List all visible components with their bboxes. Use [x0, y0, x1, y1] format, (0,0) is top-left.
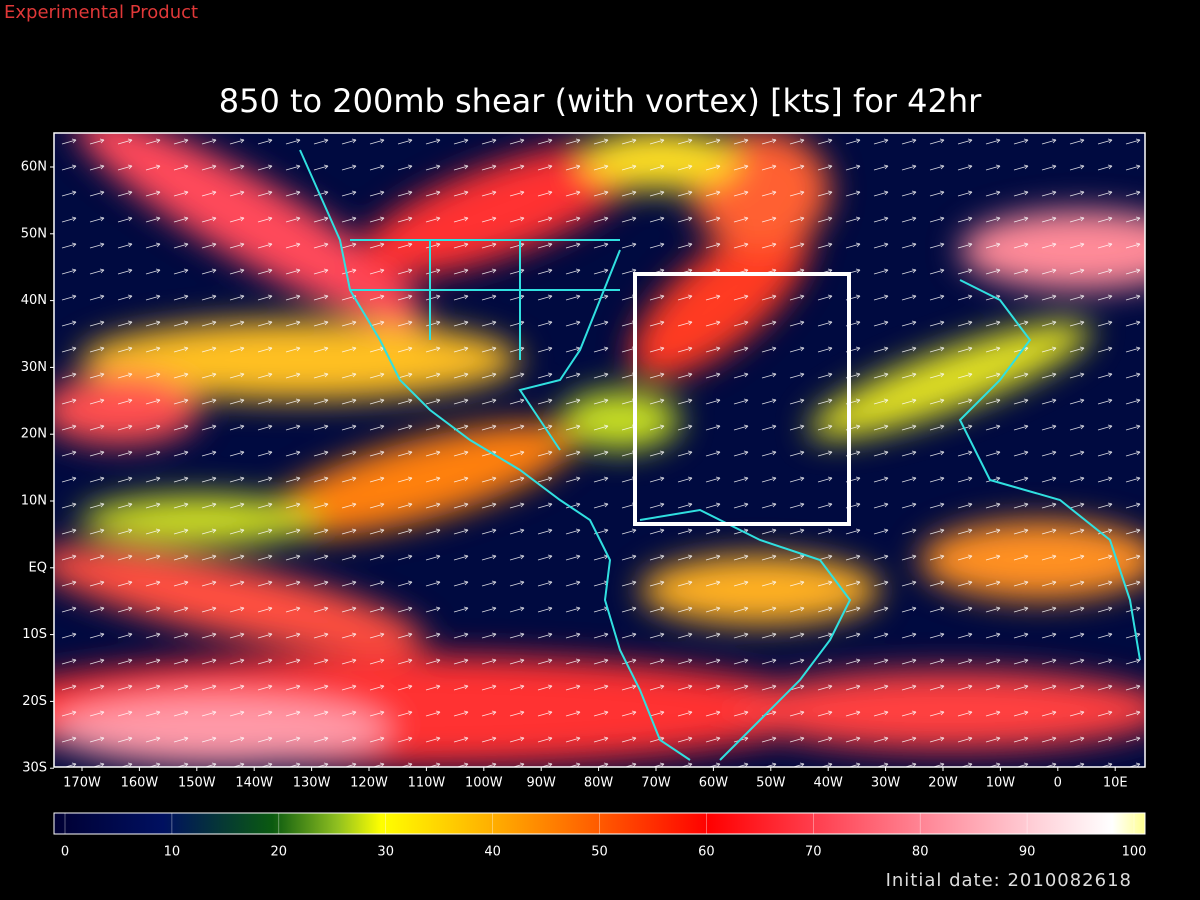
- lon-label: 160W: [121, 776, 159, 791]
- lon-label: 140W: [235, 776, 273, 791]
- highlight-box: [633, 272, 851, 526]
- lat-label: 10N: [21, 494, 47, 509]
- lat-label: 20S: [22, 694, 47, 709]
- lon-label: 120W: [350, 776, 388, 791]
- colorbar-tick-label: 0: [61, 845, 69, 860]
- lon-label: 130W: [293, 776, 331, 791]
- colorbar-tick-label: 10: [164, 845, 181, 860]
- colorbar-tick-label: 90: [1019, 845, 1036, 860]
- map-field: [54, 133, 1145, 767]
- map-title: 850 to 200mb shear (with vortex) [kts] f…: [219, 82, 982, 120]
- colorbar-tick-label: 30: [377, 845, 394, 860]
- product-note: Experimental Product: [4, 2, 198, 23]
- lon-label: 50W: [756, 776, 786, 791]
- coastlines: [299, 149, 1141, 761]
- lat-label: 10S: [22, 627, 47, 642]
- colorbar-tick-label: 80: [912, 845, 929, 860]
- colorbar-tick-label: 50: [591, 845, 608, 860]
- lon-label: 170W: [63, 776, 101, 791]
- initial-date: Initial date: 2010082618: [886, 870, 1132, 891]
- lon-label: 30W: [871, 776, 901, 791]
- lon-label: 0: [1054, 776, 1062, 791]
- lon-label: 60W: [699, 776, 729, 791]
- colorbar-tick-label: 70: [805, 845, 822, 860]
- lon-label: 110W: [408, 776, 446, 791]
- lon-label: 10E: [1103, 776, 1128, 791]
- lon-label: 80W: [584, 776, 614, 791]
- colorbar-tick-label: 20: [271, 845, 288, 860]
- lon-label: 150W: [178, 776, 216, 791]
- lat-label: 40N: [21, 293, 47, 308]
- map-frame: [53, 132, 1146, 768]
- lat-label: 30S: [22, 761, 47, 776]
- lon-label: 90W: [526, 776, 556, 791]
- lon-label: 70W: [641, 776, 671, 791]
- lat-label: 60N: [21, 160, 47, 175]
- colorbar-tick-label: 40: [484, 845, 501, 860]
- lat-label: EQ: [29, 560, 47, 575]
- colorbar-tick-label: 100: [1122, 845, 1147, 860]
- colorbar-tick-label: 60: [698, 845, 715, 860]
- lat-label: 30N: [21, 360, 47, 375]
- lat-label: 20N: [21, 427, 47, 442]
- lon-label: 10W: [986, 776, 1016, 791]
- lat-label: 50N: [21, 226, 47, 241]
- lon-label: 100W: [465, 776, 503, 791]
- lon-label: 20W: [928, 776, 958, 791]
- lon-label: 40W: [813, 776, 843, 791]
